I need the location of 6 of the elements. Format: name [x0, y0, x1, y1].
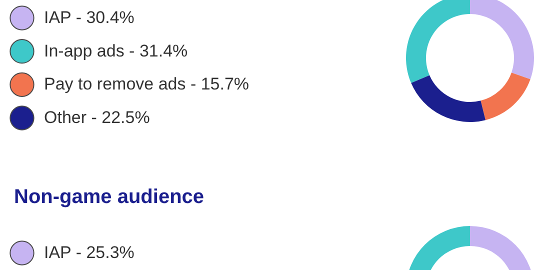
- legend-label: IAP - 30.4%: [44, 8, 134, 27]
- legend-label: Other - 22.5%: [44, 108, 150, 127]
- chart-title: Non-game audience: [14, 186, 204, 208]
- legend-label: IAP - 25.3%: [44, 243, 134, 262]
- legend-label: In-app ads - 31.4%: [44, 41, 188, 60]
- legend-label: Pay to remove ads - 15.7%: [44, 74, 250, 94]
